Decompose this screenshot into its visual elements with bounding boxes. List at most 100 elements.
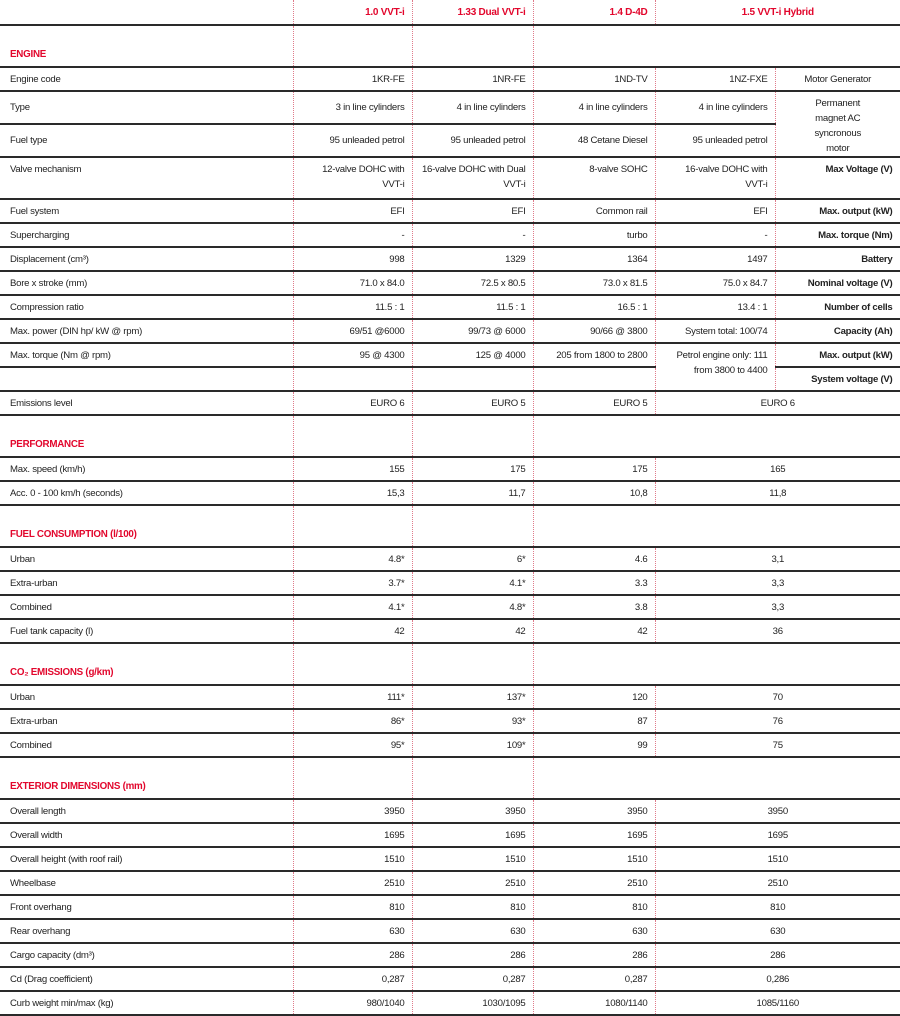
row-label: Overall height (with roof rail): [0, 847, 293, 872]
cell-value: 86*: [292, 709, 412, 734]
cell-value: 2510: [532, 871, 655, 896]
cell-value: 630: [532, 919, 655, 944]
cell-value: 810: [532, 895, 655, 920]
cell-value: 48 Cetane Diesel: [532, 124, 655, 158]
motor-spec-label: Max. output (kW): [774, 199, 900, 224]
cell-value: 286: [654, 943, 900, 968]
row-label: Combined: [0, 595, 293, 620]
cell-value: 71.0 x 84.0: [292, 271, 412, 296]
cell-value: 1085/1160: [654, 991, 900, 1016]
section-spacer: [532, 643, 655, 686]
table-row: Overall length 3950 3950 3950 3950: [0, 799, 900, 824]
table-row: Fuel tank capacity (l) 42 42 42 36: [0, 619, 900, 644]
table-row: Overall width 1695 1695 1695 1695: [0, 823, 900, 848]
cell-value: EFI: [292, 199, 412, 224]
section-spacer: [655, 25, 900, 68]
cell-value: 99/73 @ 6000: [411, 319, 533, 344]
cell-value: Common rail: [532, 199, 655, 224]
cell-value: 42: [292, 619, 412, 644]
cell-value: 1510: [532, 847, 655, 872]
table-row: Emissions level EURO 6 EURO 5 EURO 5 EURO 6: [0, 391, 900, 416]
section-spacer: [292, 505, 412, 548]
motor-header: Motor Generator: [774, 67, 900, 92]
cell-value: 69/51 @6000: [292, 319, 412, 344]
motor-type: Permanent magnet AC syncronous motor: [774, 91, 900, 158]
table-row: Valve mechanism 12-valve DOHC with VVT-i 1…: [0, 157, 900, 200]
table-row: Max. speed (km/h) 155 175 175 165: [0, 457, 900, 482]
row-label: Acc. 0 - 100 km/h (seconds): [0, 481, 293, 506]
cell-value: 4.8*: [292, 547, 412, 572]
cell-value: 36: [654, 619, 900, 644]
row-label: Extra-urban: [0, 709, 293, 734]
cell-value: 4.6: [532, 547, 655, 572]
table-row: Curb weight min/max (kg) 980/1040 1030/109…: [0, 991, 900, 1016]
cell-value: 15,3: [292, 481, 412, 506]
table-row: Displacement (cm³) 998 1329 1364 1497 Battery…: [0, 247, 900, 272]
cell-value: 1329: [411, 247, 533, 272]
cell-value: 165: [654, 457, 900, 482]
section-spacer: [411, 415, 533, 458]
table-row: Max. torque (Nm @ rpm) 95 @ 4300 125 @ 400…: [0, 343, 900, 392]
row-label: Compression ratio: [0, 295, 293, 320]
row-label: Engine code: [0, 67, 293, 92]
section-spacer: [411, 25, 533, 68]
row-label: Max. power (DIN hp/ kW @ rpm): [0, 319, 293, 344]
section-spacer: [292, 757, 412, 800]
section-spacer: [655, 505, 900, 548]
row-label: Urban: [0, 547, 293, 572]
cell-value: 1695: [532, 823, 655, 848]
table-row: Combined 4.1* 4.8* 3.8 3,3: [0, 595, 900, 620]
section-spacer: [292, 643, 412, 686]
cell-value: 4 in line cylinders: [532, 91, 655, 125]
row-label: Cargo capacity (dm³): [0, 943, 293, 968]
cell-value: 630: [411, 919, 533, 944]
row-label: Extra-urban: [0, 571, 293, 596]
cell-value: 6*: [411, 547, 533, 572]
row-label: Overall width: [0, 823, 293, 848]
section-title-row: CO₂ EMISSIONS (g/km): [0, 643, 900, 686]
cell-value: 11.5 : 1: [411, 295, 533, 320]
table-row: Bore x stroke (mm) 71.0 x 84.0 72.5 x 80.5…: [0, 271, 900, 296]
motor-spec-label: Max. output (kW): [774, 343, 900, 368]
cell-value: System total: 100/74: [654, 319, 775, 344]
cell-value: 3,3: [654, 595, 900, 620]
motor-spec-label: Battery: [774, 247, 900, 272]
row-label: [0, 367, 293, 392]
section-spacer: [411, 505, 533, 548]
cell-value: 87: [532, 709, 655, 734]
column-header: 1.33 Dual VVT-i: [411, 0, 533, 26]
cell-value: 286: [532, 943, 655, 968]
section-title-row: FUEL CONSUMPTION (l/100): [0, 505, 900, 548]
header-spacer: [0, 0, 293, 26]
row-label: Valve mechanism: [0, 157, 293, 200]
cell-value: 70: [654, 685, 900, 710]
section-title: ENGINE: [0, 25, 293, 68]
cell-value: [292, 367, 412, 392]
table-row: Overall height (with roof rail) 1510 1510 1…: [0, 847, 900, 872]
cell-value: 42: [411, 619, 533, 644]
table-row: Compression ratio 11.5 : 1 11.5 : 1 16.5 : …: [0, 295, 900, 320]
cell-value: 1695: [411, 823, 533, 848]
cell-value: 12-valve DOHC with VVT-i: [292, 157, 412, 200]
row-label: Overall length: [0, 799, 293, 824]
cell-value: 95 unleaded petrol: [654, 124, 775, 158]
cell-value: EURO 6: [292, 391, 412, 416]
row-label: Wheelbase: [0, 871, 293, 896]
motor-spec-label: Capacity (Ah): [774, 319, 900, 344]
cell-value: 1NZ-FXE: [654, 67, 775, 92]
cell-value: 3950: [532, 799, 655, 824]
cell-value: 1695: [292, 823, 412, 848]
cell-value: -: [654, 223, 775, 248]
table-row: Urban 111* 137* 120 70: [0, 685, 900, 710]
cell-value: 175: [532, 457, 655, 482]
table-row: Fuel type 95 unleaded petrol 95 unleaded p…: [0, 124, 900, 158]
cell-value: 99: [532, 733, 655, 758]
cell-value: 1030/1095: [411, 991, 533, 1016]
cell-value: 4.1*: [411, 571, 533, 596]
cell-value: 810: [654, 895, 900, 920]
cell-value: 13.4 : 1: [654, 295, 775, 320]
cell-value: 3950: [654, 799, 900, 824]
row-label: Emissions level: [0, 391, 293, 416]
cell-value: 810: [292, 895, 412, 920]
